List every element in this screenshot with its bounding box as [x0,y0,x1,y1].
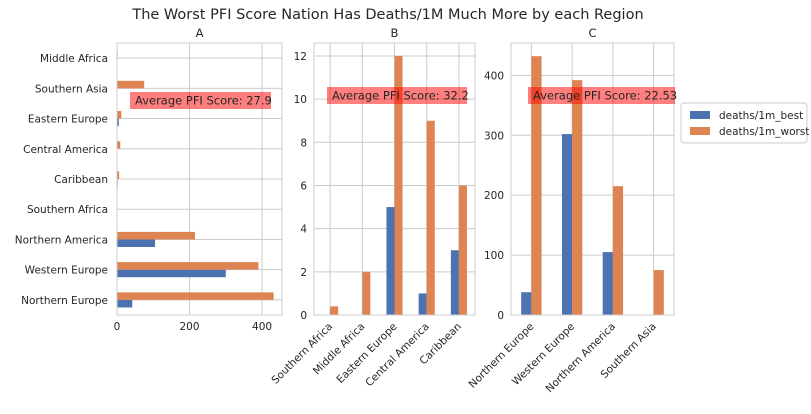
y-tick-label: Southern Asia [35,83,108,95]
annotation-text: Average PFI Score: 22.53 [533,89,677,103]
bar-deaths-1m-best-eastern-europe [386,207,395,315]
annotation-box [130,92,271,109]
bar-deaths-1m-worst-eastern-europe [394,55,403,315]
bar-deaths-1m-worst-central-america [117,141,121,149]
panel-title: A [196,26,204,40]
y-tick-label: 200 [484,190,504,202]
legend-frame [680,102,808,144]
bar-deaths-1m-worst-northern-america [117,231,195,240]
legend-swatch-deaths-1m-worst [690,127,710,135]
bar-deaths-1m-worst-southern-asia [653,270,664,315]
pfi-annotation: Average PFI Score: 27.9 [130,92,272,109]
bar-deaths-1m-worst-western-europe [572,80,583,315]
bar-deaths-1m-best-western-europe [561,134,573,315]
bar-deaths-1m-best-western-europe [117,269,226,278]
annotation-box [528,87,675,104]
bar-deaths-1m-worst-middle-africa [362,271,371,315]
y-tick-label: 300 [484,130,504,142]
bar-deaths-1m-best-central-america [418,293,427,315]
y-tick-label: 8 [300,137,307,149]
y-tick-label: Middle Africa [40,53,108,65]
legend-swatch-deaths-1m-best [690,111,710,119]
y-tick-label: Northern America [15,234,108,246]
x-tick-label: Northern America [544,321,618,395]
y-tick-label: Southern Africa [27,204,108,216]
axes-frame [116,42,283,316]
gridlines [116,43,282,315]
y-tick-label: Central America [23,144,108,156]
panel-title: C [588,26,596,40]
legend-label-deaths-1m-best: deaths/1m_best [719,110,803,122]
y-tick-label: 100 [484,250,504,262]
pfi-annotation: Average PFI Score: 22.53 [528,87,677,104]
bar-deaths-1m-best-northern-europe [521,292,532,315]
y-tick-label: 12 [294,51,307,63]
bars [330,55,467,315]
y-tick-label: 0 [300,310,307,322]
figure-title: The Worst PFI Score Nation Has Deaths/1M… [131,7,643,23]
bar-deaths-1m-worst-southern-africa [330,306,339,315]
bar-deaths-1m-worst-northern-europe [531,56,542,316]
y-tick-label: Western Europe [25,265,108,277]
x-tick-label: 0 [114,321,121,333]
axes-frame [510,42,675,316]
bar-deaths-1m-best-caribbean [450,250,459,315]
legend-label-deaths-1m-worst: deaths/1m_worst [719,126,809,138]
bar-deaths-1m-worst-caribbean [117,171,120,179]
pfi-annotation: Average PFI Score: 32.2 [327,87,469,104]
annotation-box [327,87,467,104]
bar-deaths-1m-best-northern-america [117,239,156,247]
bar-deaths-1m-worst-northern-america [612,186,624,315]
annotation-text: Average PFI Score: 32.2 [332,89,469,103]
bar-deaths-1m-worst-eastern-europe [117,111,122,119]
bar-deaths-1m-worst-northern-europe [117,292,274,300]
y-tick-label: Eastern Europe [28,114,108,126]
y-tick-label: Caribbean [54,174,108,186]
y-tick-label: 4 [300,224,307,236]
panel-a: A 0 200 400 Northern Europe Western Europe Nor… [15,26,283,333]
panel-title: B [391,26,399,40]
bars [521,56,664,316]
x-tick-label: 200 [180,321,200,333]
x-tick-label: 400 [252,321,272,333]
bar-deaths-1m-worst-caribbean [458,185,467,315]
bar-deaths-1m-worst-western-europe [117,262,259,270]
bar-deaths-1m-worst-southern-asia [117,80,145,89]
y-tick-label: 400 [484,70,504,82]
bar-deaths-1m-best-northern-europe [117,299,133,308]
y-tick-label: 10 [294,94,307,106]
y-tick-label: Northern Europe [21,295,108,307]
y-tick-label: 0 [497,310,504,322]
bar-deaths-1m-best-northern-america [602,252,613,315]
axes-frame [313,42,476,316]
bar-deaths-1m-worst-central-america [426,120,435,315]
annotation-text: Average PFI Score: 27.9 [135,94,272,108]
y-tick-label: 2 [300,267,307,279]
y-tick-label: 6 [300,180,307,192]
bars [117,50,274,308]
legend: deaths/1m_best deaths/1m_worst [680,102,809,144]
bar-deaths-1m-best-eastern-europe [117,118,119,127]
